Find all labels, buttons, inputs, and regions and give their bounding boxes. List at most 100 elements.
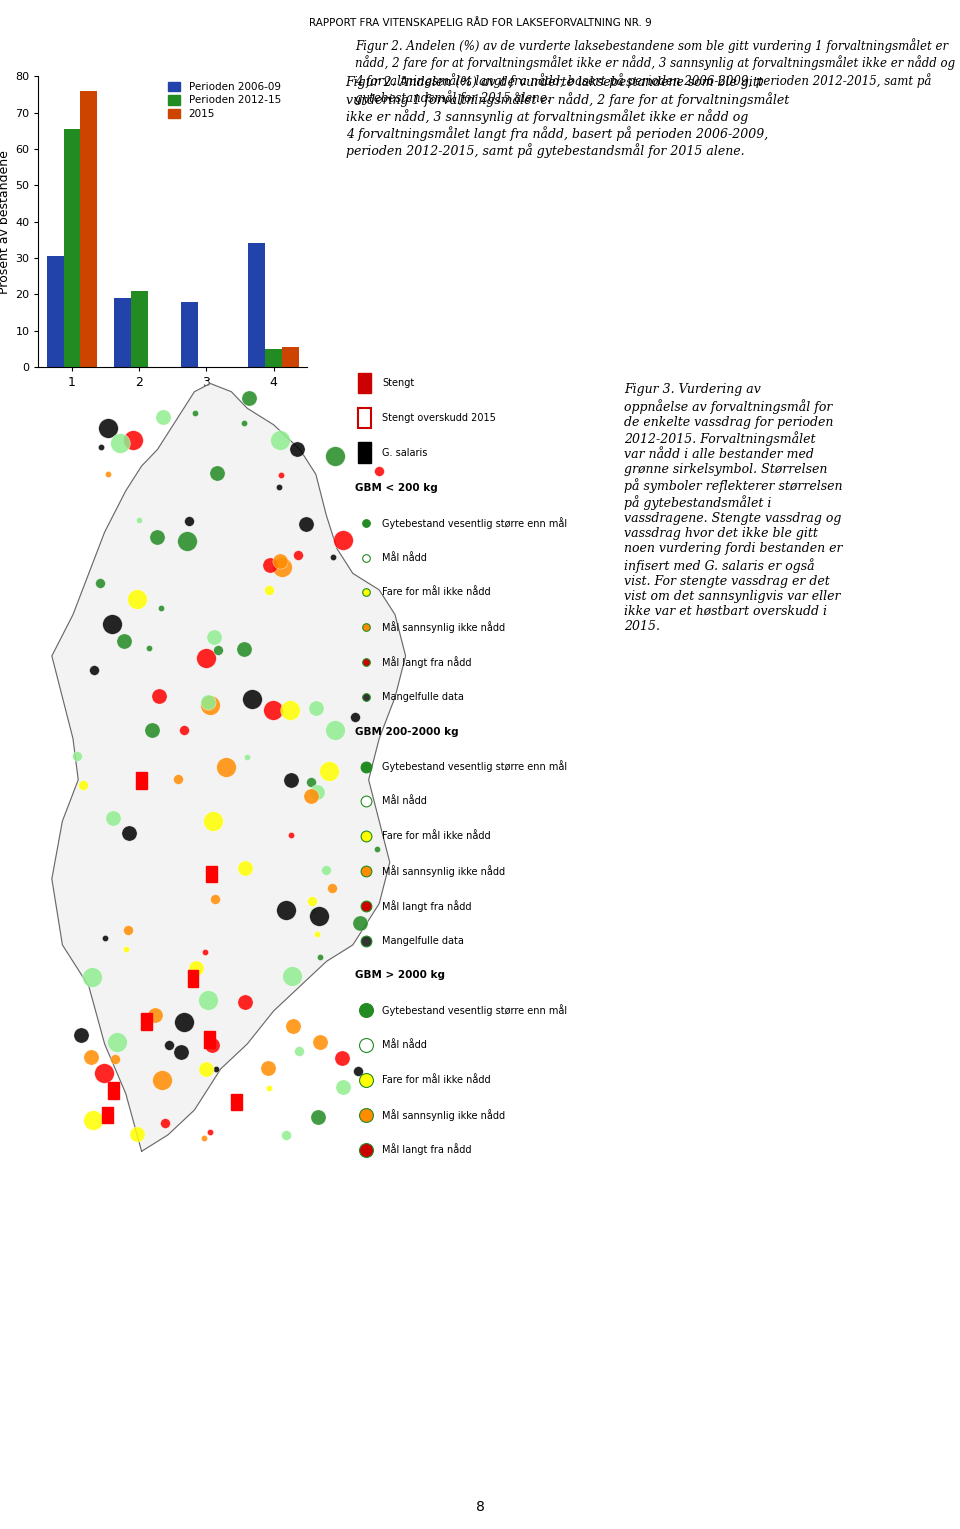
Point — [303, 769, 319, 794]
Point — [85, 1107, 101, 1131]
Point — [157, 1110, 173, 1135]
Point — [285, 1014, 300, 1038]
Point — [312, 945, 327, 969]
Point — [101, 462, 116, 486]
Point — [108, 1046, 123, 1070]
Point — [336, 1075, 351, 1099]
Polygon shape — [52, 384, 406, 1151]
Text: Gytebestand vesentlig større enn mål: Gytebestand vesentlig større enn mål — [382, 1005, 567, 1017]
Point — [129, 1122, 144, 1147]
Bar — [181, 301, 198, 367]
Point — [210, 638, 226, 662]
Point — [273, 549, 288, 573]
Point — [348, 705, 363, 729]
Point — [84, 965, 100, 989]
Text: Mål langt fra nådd: Mål langt fra nådd — [382, 901, 471, 911]
Point — [180, 529, 195, 553]
Text: 8: 8 — [475, 1500, 485, 1514]
Point — [334, 1046, 349, 1070]
Text: Mål sannsynlig ikke nådd: Mål sannsynlig ikke nådd — [382, 1109, 505, 1121]
Point — [117, 628, 132, 653]
Text: Figur 3. Vurdering av
oppnåelse av forvaltningsmål for
de enkelte vassdrag for p: Figur 3. Vurdering av oppnåelse av forva… — [624, 384, 843, 633]
Point — [291, 1040, 306, 1064]
Point — [204, 1032, 219, 1057]
Point — [132, 508, 147, 532]
Bar — [358, 408, 372, 428]
Point — [176, 1009, 191, 1034]
Bar — [206, 865, 217, 882]
Point — [318, 858, 333, 882]
Bar — [188, 971, 199, 986]
Point — [173, 1040, 188, 1064]
Point — [278, 898, 294, 922]
Point — [580, 376, 595, 401]
Text: GBM 200-2000 kg: GBM 200-2000 kg — [355, 726, 459, 737]
Bar — [249, 243, 265, 367]
Point — [147, 1003, 162, 1027]
Text: G. salaris: G. salaris — [382, 448, 427, 459]
Point — [260, 1057, 276, 1081]
Point — [118, 936, 133, 960]
Text: Figur 2. Andelen (%) av de vurderte laksebestandene som ble gitt vurdering 1 for: Figur 2. Andelen (%) av de vurderte laks… — [355, 38, 955, 106]
Point — [236, 636, 252, 661]
Point — [86, 657, 102, 682]
Legend: Perioden 2006-09, Perioden 2012-15, 2015: Perioden 2006-09, Perioden 2012-15, 2015 — [164, 80, 284, 122]
Point — [120, 917, 135, 942]
Point — [324, 876, 340, 901]
Point — [74, 1023, 89, 1047]
Point — [198, 1057, 213, 1081]
Text: GBM > 2000 kg: GBM > 2000 kg — [355, 971, 445, 980]
Point — [105, 612, 120, 636]
Point — [308, 696, 324, 720]
Point — [142, 636, 157, 661]
Point — [327, 717, 343, 742]
Point — [325, 544, 341, 569]
Point — [311, 904, 326, 928]
Bar — [63, 128, 81, 367]
Point — [283, 823, 299, 847]
Point — [200, 690, 215, 714]
Point — [303, 784, 319, 809]
Point — [207, 887, 223, 911]
Point — [219, 754, 234, 778]
Point — [290, 543, 305, 567]
Point — [171, 766, 186, 790]
Point — [181, 509, 197, 534]
Text: Fare for mål ikke nådd: Fare for mål ikke nådd — [382, 587, 491, 598]
Point — [201, 988, 216, 1012]
Y-axis label: Prosent av bestandene: Prosent av bestandene — [0, 150, 12, 294]
Text: Gytebestand vesentlig større enn mål: Gytebestand vesentlig større enn mål — [382, 517, 567, 529]
Point — [310, 1105, 325, 1130]
Point — [84, 1046, 99, 1070]
Text: Stengt: Stengt — [382, 379, 415, 388]
Point — [352, 910, 368, 934]
Text: Stengt overskudd 2015: Stengt overskudd 2015 — [382, 413, 496, 424]
Point — [327, 443, 343, 468]
Bar — [108, 1083, 119, 1098]
Point — [106, 806, 121, 830]
Point — [261, 1076, 276, 1101]
Bar — [358, 442, 372, 463]
Point — [176, 719, 191, 743]
Text: Gytebestand vesentlig større enn mål: Gytebestand vesentlig større enn mål — [382, 760, 567, 772]
Point — [125, 428, 140, 453]
Point — [312, 1029, 327, 1053]
Point — [261, 578, 276, 602]
Point — [196, 1125, 211, 1150]
Text: Mål nådd: Mål nådd — [382, 797, 427, 806]
Point — [76, 772, 91, 797]
Bar — [358, 373, 372, 393]
Text: RAPPORT FRA VITENSKAPELIG RÅD FOR LAKSEFORVALTNING NR. 9: RAPPORT FRA VITENSKAPELIG RÅD FOR LAKSEF… — [308, 18, 652, 29]
Bar — [204, 1032, 215, 1047]
Point — [101, 416, 116, 440]
Point — [112, 430, 128, 454]
Point — [209, 460, 225, 485]
Point — [284, 768, 300, 792]
Point — [202, 1121, 217, 1145]
Point — [206, 624, 222, 648]
Point — [188, 401, 204, 425]
Point — [188, 956, 204, 980]
Bar — [47, 257, 63, 367]
Point — [358, 436, 373, 460]
Point — [109, 1031, 125, 1055]
